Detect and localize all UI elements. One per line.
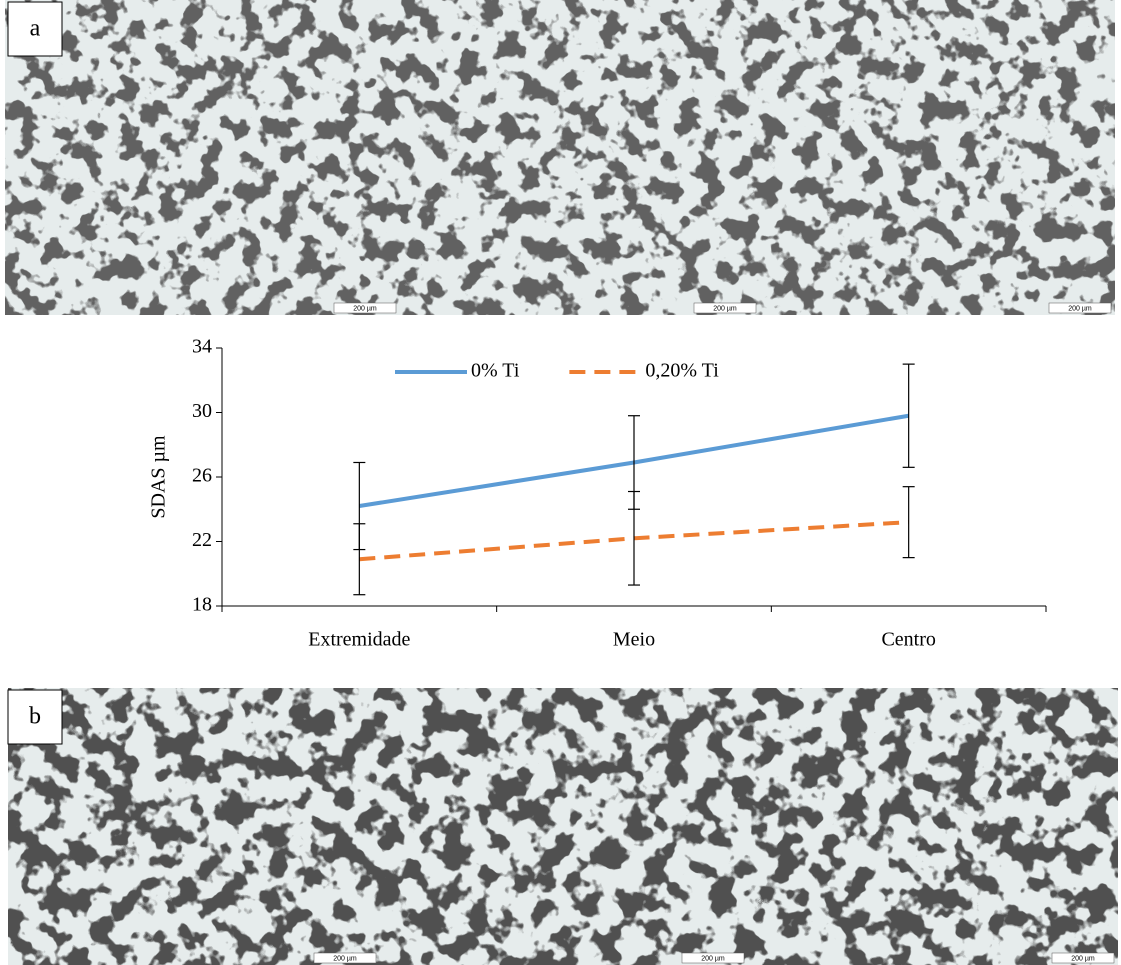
y-tick-label: 26: [192, 465, 212, 487]
panel-label: a: [30, 16, 41, 42]
legend-label: 0,20% Ti: [645, 360, 719, 382]
scale-bar-label: 200 µm: [713, 305, 737, 312]
y-axis-label: SDAS µm: [148, 435, 170, 519]
legend-label: 0% Ti: [471, 360, 520, 382]
micrograph-texture: [748, 688, 1118, 965]
panel-label: b: [29, 704, 41, 730]
error-bar: [903, 487, 915, 558]
y-tick-label: 30: [192, 400, 212, 422]
micrograph-texture: [380, 688, 748, 965]
y-tick-label: 34: [192, 336, 212, 358]
scale-bar-label: 200 µm: [1071, 955, 1095, 962]
x-tick-label: Centro: [881, 629, 935, 651]
y-tick-label: 18: [192, 594, 212, 616]
micrograph-texture: [760, 0, 1115, 315]
scale-bar-label: 200 µm: [1068, 305, 1092, 312]
x-tick-label: Meio: [613, 629, 655, 651]
scale-bar-label: 200 µm: [353, 305, 377, 312]
micrograph-texture: [400, 0, 760, 315]
x-tick-label: Extremidade: [308, 629, 410, 651]
micrograph-texture: [8, 688, 380, 965]
scale-bar-label: 200 µm: [701, 955, 725, 962]
y-tick-label: 22: [192, 529, 212, 551]
figure: 200 µm 200 µm 200 µm a 200 µm 200 µm 200 µm b 18…: [0, 0, 1121, 965]
micrograph-texture: [5, 0, 400, 315]
scale-bar-label: 200 µm: [333, 955, 357, 962]
